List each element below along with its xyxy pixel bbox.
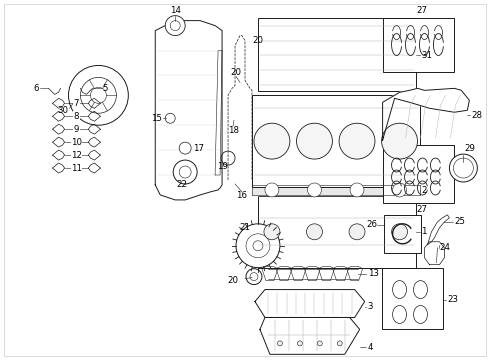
Text: 7: 7 (74, 99, 79, 108)
Circle shape (306, 224, 322, 240)
Bar (384, 215, 421, 253)
Polygon shape (155, 21, 222, 200)
Text: 30: 30 (57, 106, 69, 115)
Text: 14: 14 (170, 6, 181, 15)
Circle shape (80, 77, 116, 113)
Text: 2: 2 (421, 186, 427, 195)
Bar (383, 18, 454, 72)
Circle shape (254, 123, 290, 159)
Ellipse shape (392, 280, 407, 298)
Text: 27: 27 (416, 206, 427, 215)
Circle shape (221, 151, 235, 165)
Text: 25: 25 (454, 217, 466, 226)
Circle shape (246, 234, 270, 258)
Polygon shape (260, 318, 360, 354)
Polygon shape (304, 267, 320, 280)
Text: 19: 19 (217, 162, 227, 171)
Circle shape (91, 87, 106, 103)
Circle shape (277, 341, 282, 346)
Text: 6: 6 (33, 84, 39, 93)
Circle shape (265, 183, 279, 197)
Text: 17: 17 (193, 144, 204, 153)
Ellipse shape (414, 280, 427, 298)
Text: 1: 1 (421, 227, 427, 236)
Circle shape (253, 241, 263, 251)
Polygon shape (333, 267, 348, 280)
Circle shape (170, 21, 180, 31)
Polygon shape (347, 267, 363, 280)
Text: 20: 20 (252, 36, 264, 45)
Text: 3: 3 (368, 302, 373, 311)
Circle shape (453, 158, 473, 178)
Text: 28: 28 (471, 111, 482, 120)
Bar (258, 196, 416, 268)
Text: 11: 11 (71, 163, 82, 172)
Circle shape (339, 123, 375, 159)
Circle shape (337, 341, 342, 346)
Polygon shape (383, 88, 469, 140)
Text: 13: 13 (368, 269, 379, 278)
Polygon shape (255, 289, 365, 318)
Circle shape (246, 269, 262, 285)
Circle shape (264, 224, 280, 240)
Text: 10: 10 (71, 138, 82, 147)
Text: 23: 23 (447, 295, 459, 304)
Ellipse shape (414, 306, 427, 323)
Text: 29: 29 (465, 144, 475, 153)
Text: 5: 5 (102, 84, 108, 93)
Text: 15: 15 (151, 114, 162, 123)
Polygon shape (262, 267, 278, 280)
Circle shape (350, 183, 364, 197)
Circle shape (179, 166, 191, 178)
Polygon shape (424, 242, 444, 265)
Polygon shape (252, 185, 419, 195)
Text: 20: 20 (230, 68, 242, 77)
Circle shape (250, 273, 258, 280)
Circle shape (165, 15, 185, 36)
Bar (383, 145, 454, 203)
Text: 20: 20 (227, 276, 238, 285)
Text: 9: 9 (74, 125, 79, 134)
Circle shape (449, 154, 477, 182)
Text: 4: 4 (368, 343, 373, 352)
Polygon shape (318, 267, 334, 280)
Text: 16: 16 (237, 192, 247, 201)
Ellipse shape (392, 306, 407, 323)
Text: 18: 18 (227, 126, 239, 135)
Circle shape (173, 160, 197, 184)
Circle shape (349, 224, 365, 240)
Circle shape (392, 183, 407, 197)
Text: 8: 8 (74, 112, 79, 121)
Circle shape (392, 224, 408, 240)
Text: 24: 24 (440, 243, 450, 252)
Circle shape (69, 66, 128, 125)
Circle shape (179, 142, 191, 154)
Circle shape (236, 224, 280, 268)
Text: 22: 22 (177, 180, 188, 189)
Circle shape (296, 123, 332, 159)
Circle shape (165, 113, 175, 123)
Polygon shape (215, 50, 222, 175)
Text: 12: 12 (71, 150, 82, 159)
Circle shape (318, 341, 322, 346)
Polygon shape (276, 267, 292, 280)
Circle shape (382, 123, 417, 159)
Bar (382, 268, 443, 329)
Text: 26: 26 (367, 220, 378, 229)
Text: 21: 21 (240, 223, 250, 232)
Text: 27: 27 (416, 6, 427, 15)
Polygon shape (427, 215, 449, 245)
Polygon shape (290, 267, 306, 280)
Bar (258, 18, 416, 91)
Circle shape (297, 341, 302, 346)
Circle shape (308, 183, 321, 197)
Bar (252, 95, 419, 187)
Text: 31: 31 (421, 51, 433, 60)
